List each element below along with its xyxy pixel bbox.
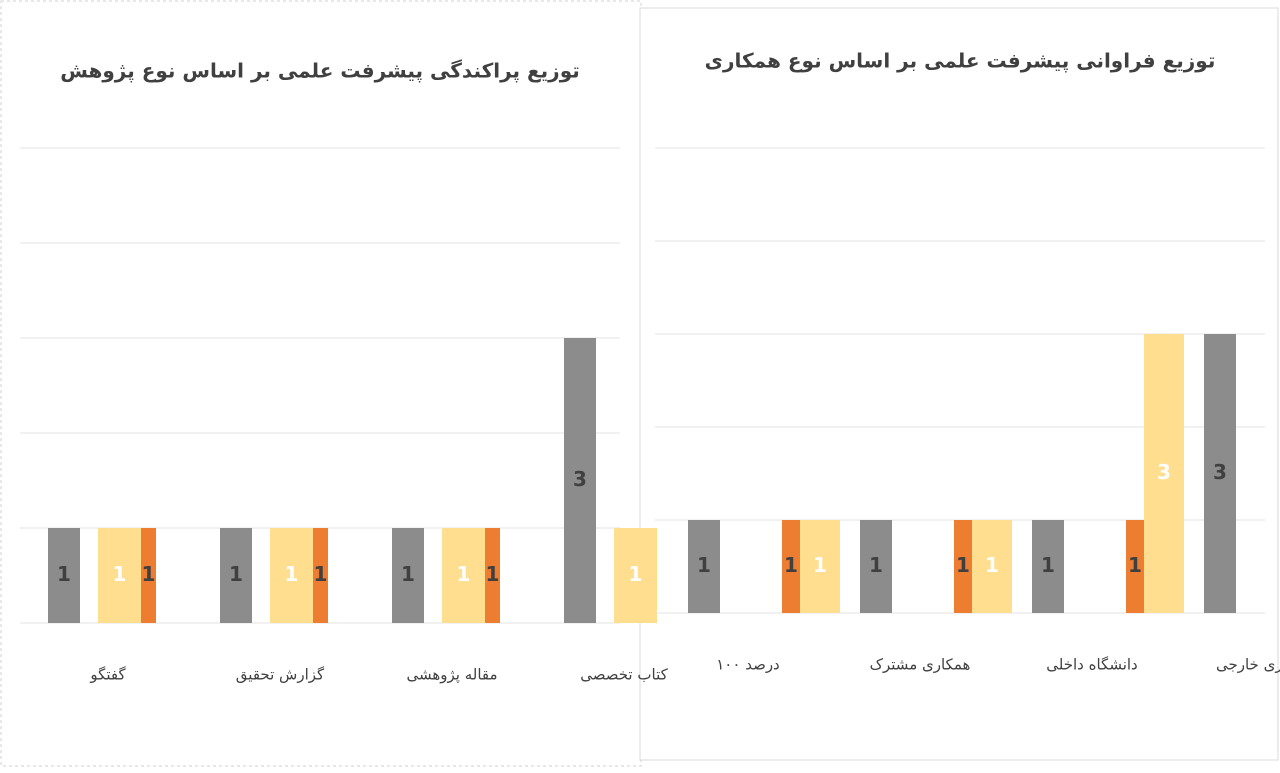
bar: [1144, 334, 1184, 613]
bar: [98, 528, 141, 623]
data-label: 1: [457, 562, 471, 586]
bar: [954, 520, 972, 613]
bar: [1126, 520, 1144, 613]
x-tick-label: ۱۰۰ درصد: [716, 656, 780, 674]
x-tick-label: مقاله پژوهشی: [406, 666, 497, 685]
data-label: 1: [629, 562, 643, 586]
x-tick-label: همکاری مشترک: [870, 656, 971, 674]
chart-title: توزیع پراکندگی پیشرفت علمی بر اساس نوع پ…: [60, 59, 580, 84]
bar: [141, 528, 156, 623]
data-label: 1: [784, 553, 798, 577]
x-tick-label: همکاری خارجی: [1216, 656, 1280, 674]
data-label: 1: [869, 553, 883, 577]
bar: [782, 520, 800, 613]
data-label: 3: [1157, 460, 1171, 484]
bar: [688, 520, 720, 613]
bar: [800, 520, 840, 613]
data-label: 1: [1128, 553, 1142, 577]
x-tick-label: گفتگو: [89, 666, 126, 684]
x-tick-label: دانشگاه داخلی: [1046, 656, 1137, 674]
data-label: 1: [285, 562, 299, 586]
bar: [442, 528, 485, 623]
bar: [220, 528, 252, 623]
data-label: 1: [697, 553, 711, 577]
data-label: 1: [113, 562, 127, 586]
data-label: 1: [57, 562, 71, 586]
bar: [313, 528, 328, 623]
bar: [614, 528, 657, 623]
bar: [564, 338, 596, 623]
bar: [485, 528, 500, 623]
data-label: 3: [573, 467, 587, 491]
bar: [1204, 334, 1236, 613]
data-label: 1: [486, 562, 500, 586]
data-label: 1: [142, 562, 156, 586]
left-panel: [0, 0, 642, 767]
data-label: 1: [229, 562, 243, 586]
data-label: 1: [985, 553, 999, 577]
bar: [860, 520, 892, 613]
data-label: 1: [1041, 553, 1055, 577]
data-label: 1: [314, 562, 328, 586]
data-label: 3: [1213, 460, 1227, 484]
data-label: 1: [401, 562, 415, 586]
chart-title: توزیع فراوانی پیشرفت علمی بر اساس نوع هم…: [705, 49, 1216, 74]
x-tick-label: کتاب تخصصی: [580, 666, 668, 684]
x-tick-label: گزارش تحقیق: [236, 666, 325, 684]
data-label: 1: [813, 553, 827, 577]
data-label: 1: [956, 553, 970, 577]
bar: [972, 520, 1012, 613]
bar: [392, 528, 424, 623]
bar: [48, 528, 80, 623]
bar: [270, 528, 313, 623]
bar: [1032, 520, 1064, 613]
